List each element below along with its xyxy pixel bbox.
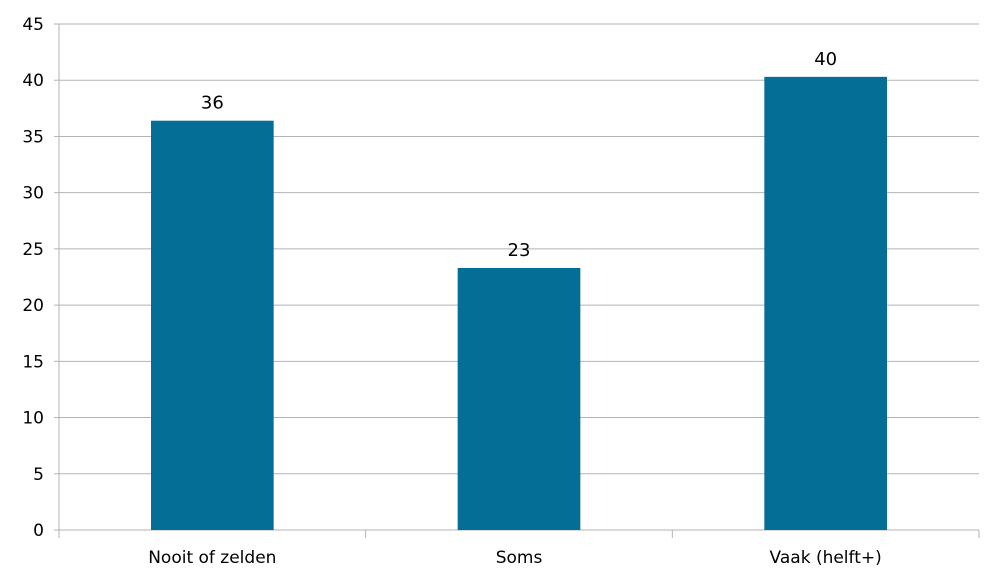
x-tick-label: Vaak (helft+) <box>770 548 882 568</box>
x-tick-label: Soms <box>496 548 543 568</box>
y-tick-label: 25 <box>22 240 44 260</box>
y-tick-label: 20 <box>22 296 44 316</box>
y-tick-label: 5 <box>33 465 44 485</box>
data-label: 36 <box>201 93 224 114</box>
data-label: 40 <box>814 49 837 70</box>
bar <box>457 268 581 530</box>
data-label: 23 <box>508 240 531 261</box>
x-tick-label: Nooit of zelden <box>148 548 276 568</box>
labels: 0 5 10 15 20 25 30 35 40 45 36 Nooit of zelden 23 Som… <box>22 15 881 568</box>
y-tick-label: 40 <box>22 71 44 91</box>
bar <box>764 76 887 531</box>
y-tick-label: 35 <box>22 127 44 147</box>
bar <box>151 120 274 531</box>
y-tick-label: 15 <box>22 352 44 372</box>
y-tick-label: 10 <box>22 409 44 429</box>
y-tick-label: 30 <box>22 184 44 204</box>
bars <box>151 76 887 531</box>
y-tick-label: 45 <box>22 15 44 35</box>
y-tick-label: 0 <box>33 521 44 541</box>
